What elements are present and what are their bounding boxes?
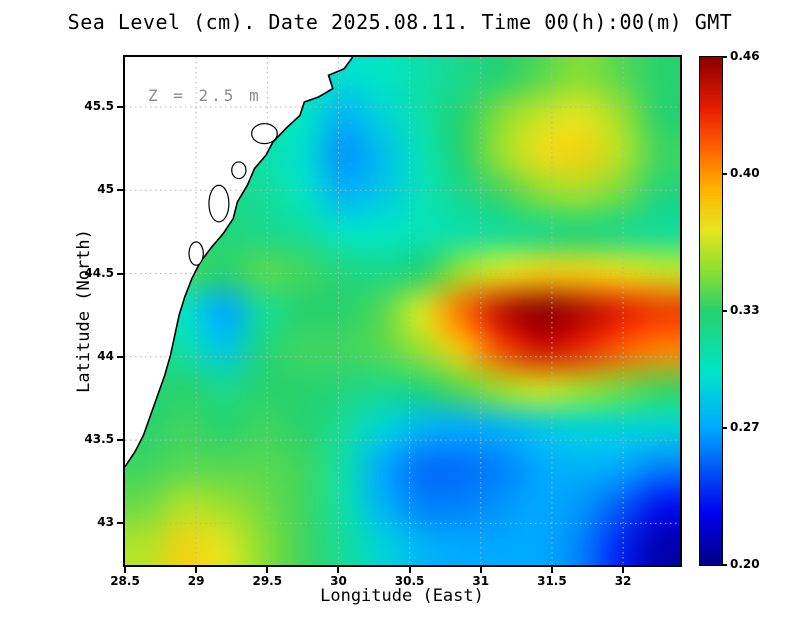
y-tick-mark — [117, 522, 123, 525]
x-tick-label: 29 — [187, 574, 205, 588]
lake — [188, 241, 204, 266]
colorbar — [699, 56, 723, 566]
x-tick-mark — [266, 567, 269, 573]
chart-title: Sea Level (cm). Date 2025.08.11. Time 00… — [67, 10, 733, 34]
colorbar-tick-label: 0.27 — [730, 420, 760, 435]
colorbar-canvas — [700, 57, 722, 565]
x-tick-label: 30.5 — [394, 574, 425, 588]
x-tick-label: 30 — [330, 574, 347, 588]
x-tick-label: 28.5 — [110, 574, 140, 588]
lake — [251, 123, 278, 145]
lake — [231, 161, 247, 180]
y-axis-label: Latitude (North) — [74, 229, 94, 393]
lake — [208, 184, 230, 223]
depth-annotation: Z = 2.5 m — [148, 86, 262, 105]
y-tick-label: 44.5 — [84, 265, 114, 280]
x-axis-label: Longitude (East) — [320, 586, 484, 606]
x-tick-label: 31.5 — [537, 574, 567, 588]
y-tick-label: 45 — [97, 182, 114, 197]
y-tick-label: 43.5 — [84, 432, 114, 447]
colorbar-tick-label: 0.40 — [730, 166, 760, 181]
x-tick-label: 31 — [472, 574, 490, 588]
colorbar-tick-label: 0.33 — [730, 303, 760, 317]
y-tick-mark — [117, 272, 123, 275]
colorbar-tick-label: 0.20 — [730, 557, 760, 571]
x-tick-mark — [195, 567, 198, 573]
y-tick-mark — [117, 439, 123, 442]
coastline-overlay — [125, 57, 680, 565]
x-tick-mark — [479, 567, 482, 573]
y-tick-label: 43 — [97, 515, 114, 530]
colorbar-tick-mark — [722, 310, 727, 312]
colorbar-tick-mark — [722, 427, 727, 429]
x-tick-label: 32 — [614, 574, 632, 588]
y-tick-label: 45.5 — [84, 98, 114, 113]
y-tick-mark — [117, 105, 123, 108]
y-tick-label: 44 — [97, 348, 114, 363]
x-tick-label: 29.5 — [252, 574, 283, 588]
x-tick-mark — [622, 567, 625, 573]
colorbar-tick-mark — [722, 173, 727, 175]
land-mask — [125, 57, 353, 467]
colorbar-tick-mark — [722, 56, 727, 58]
x-tick-mark — [408, 567, 411, 573]
coastline — [125, 57, 354, 468]
y-tick-mark — [117, 189, 123, 192]
colorbar-tick-label: 0.46 — [730, 49, 760, 63]
colorbar-tick-mark — [722, 564, 727, 566]
plot-area — [123, 55, 682, 567]
y-tick-mark — [117, 355, 123, 358]
x-tick-mark — [337, 567, 340, 573]
x-tick-mark — [550, 567, 553, 573]
x-tick-mark — [124, 567, 126, 573]
